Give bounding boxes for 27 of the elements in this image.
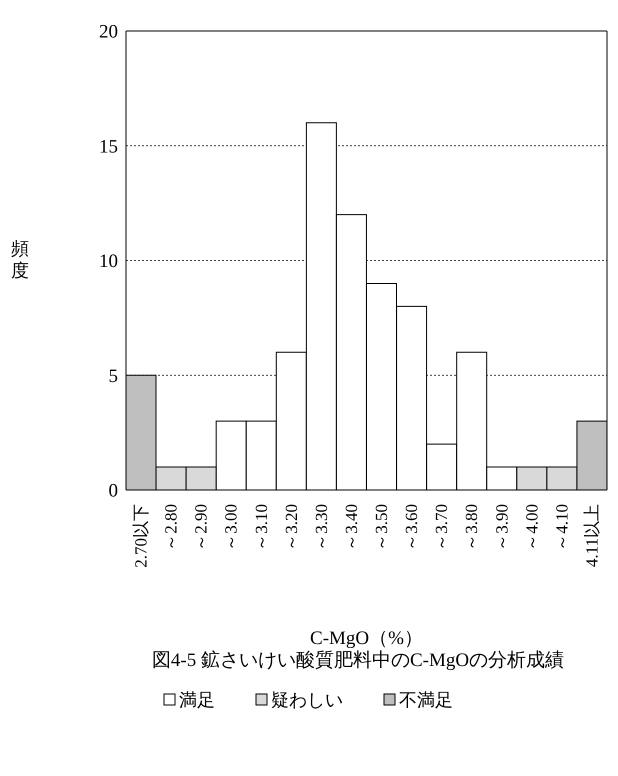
y-tick-label: 15 xyxy=(99,136,118,158)
legend-label: 満足 xyxy=(179,689,215,712)
x-tick-label: ～3.00 xyxy=(222,504,241,551)
x-tick-label: ～2.80 xyxy=(162,504,181,551)
y-tick-label: 20 xyxy=(99,22,118,43)
x-tick-label: ～3.20 xyxy=(282,504,301,551)
x-tick-label: ～3.80 xyxy=(462,504,482,551)
x-tick-label: ～3.50 xyxy=(372,504,392,551)
x-tick-label: ～3.60 xyxy=(402,504,422,551)
legend-label: 疑わしい xyxy=(271,689,343,712)
x-axis-title: C-MgO（%） xyxy=(310,628,423,649)
x-tick-label: ～4.00 xyxy=(522,504,542,551)
x-tick-label: ～4.10 xyxy=(552,504,572,551)
y-tick-label: 5 xyxy=(108,366,118,387)
x-tick-label: ～2.90 xyxy=(192,504,211,551)
legend-label: 不満足 xyxy=(399,689,453,712)
y-axis-title: 頻度 xyxy=(11,238,29,280)
y-tick-label: 0 xyxy=(108,480,118,502)
x-tick-label: ～3.90 xyxy=(492,504,512,551)
x-tick-label: ～3.70 xyxy=(432,504,452,551)
x-tick-label: 2.70以下 xyxy=(132,504,151,568)
y-tick-label: 10 xyxy=(99,251,118,272)
text: 図4-5 鉱さいけい酸質肥料中のC-MgOの分析成績 xyxy=(150,649,566,673)
x-tick-label: 4.11以上 xyxy=(582,504,602,568)
x-tick-label: ～3.30 xyxy=(312,504,331,551)
x-tick-label: ～3.40 xyxy=(342,504,361,551)
x-tick-label: ～3.10 xyxy=(252,504,271,551)
